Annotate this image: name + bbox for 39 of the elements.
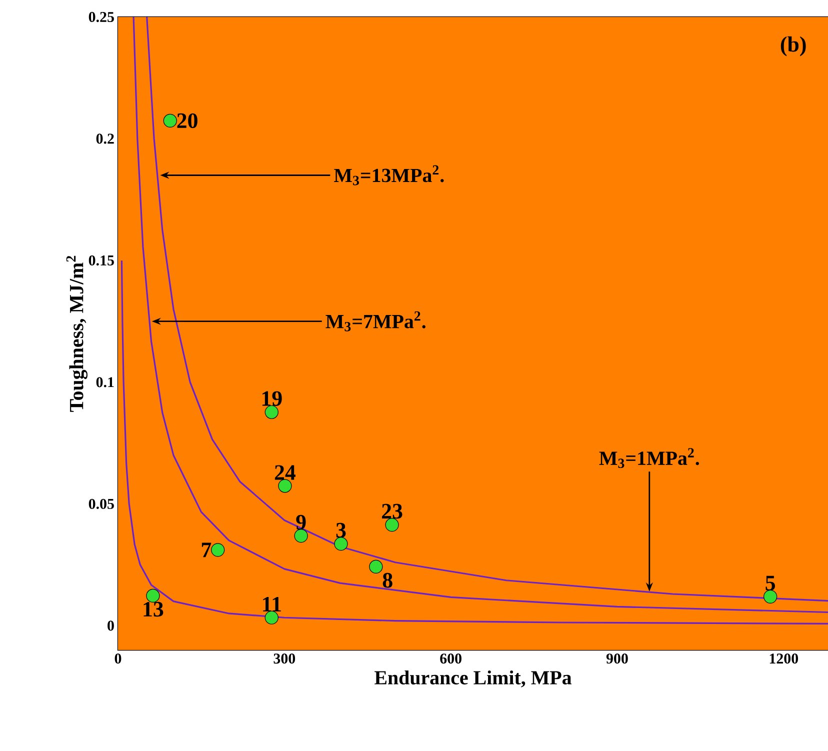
annotation: 19 [262, 391, 282, 406]
y-tick-label: 0.2 [96, 134, 114, 144]
annotation: 11 [263, 596, 281, 612]
x-tick-label: 600 [440, 654, 462, 664]
y-axis-title: Toughness, MJ/m$^{2}$ [66, 256, 88, 412]
annotation: (b) [780, 36, 806, 56]
y-tick-label: 0.05 [88, 498, 114, 510]
point [764, 590, 778, 604]
y-tick-label: 0.15 [88, 255, 114, 266]
x-axis-title: Endurance Limit, MPa [374, 670, 572, 688]
y-tick-label: 0.25 [88, 12, 114, 22]
point [264, 610, 278, 624]
annotation: M$_{3}$=1MPa$^{2}$. [599, 448, 700, 468]
point [294, 529, 308, 543]
annotation: M$_{3}$=13MPa$^{2}$. [334, 165, 444, 186]
y-tick-label: 0.1 [96, 377, 114, 388]
x-tick-label: 900 [606, 654, 628, 664]
y-tick-label: 0 [108, 620, 114, 631]
point [264, 405, 278, 419]
annotation: 7 [202, 542, 212, 558]
point [211, 543, 225, 557]
x-tick-label: 300 [274, 654, 296, 664]
annotation: 23 [382, 504, 402, 519]
point [163, 114, 177, 128]
point [385, 518, 399, 532]
annotation: 5 [766, 576, 775, 590]
annotation: 20 [177, 113, 198, 128]
annotation: 3 [336, 522, 346, 538]
point [278, 479, 292, 493]
annotation: 9 [296, 514, 306, 530]
annotation: M$_{3}$=7MPa$^{2}$. [326, 311, 426, 332]
annotation: 13 [144, 602, 164, 617]
x-tick-label: 0 [114, 654, 122, 664]
annotation: 8 [382, 572, 392, 588]
point [334, 537, 348, 551]
line-series [120, 260, 828, 625]
x-tick-label: 1200 [770, 654, 798, 664]
point [369, 560, 383, 574]
annotation: 24 [274, 465, 296, 480]
